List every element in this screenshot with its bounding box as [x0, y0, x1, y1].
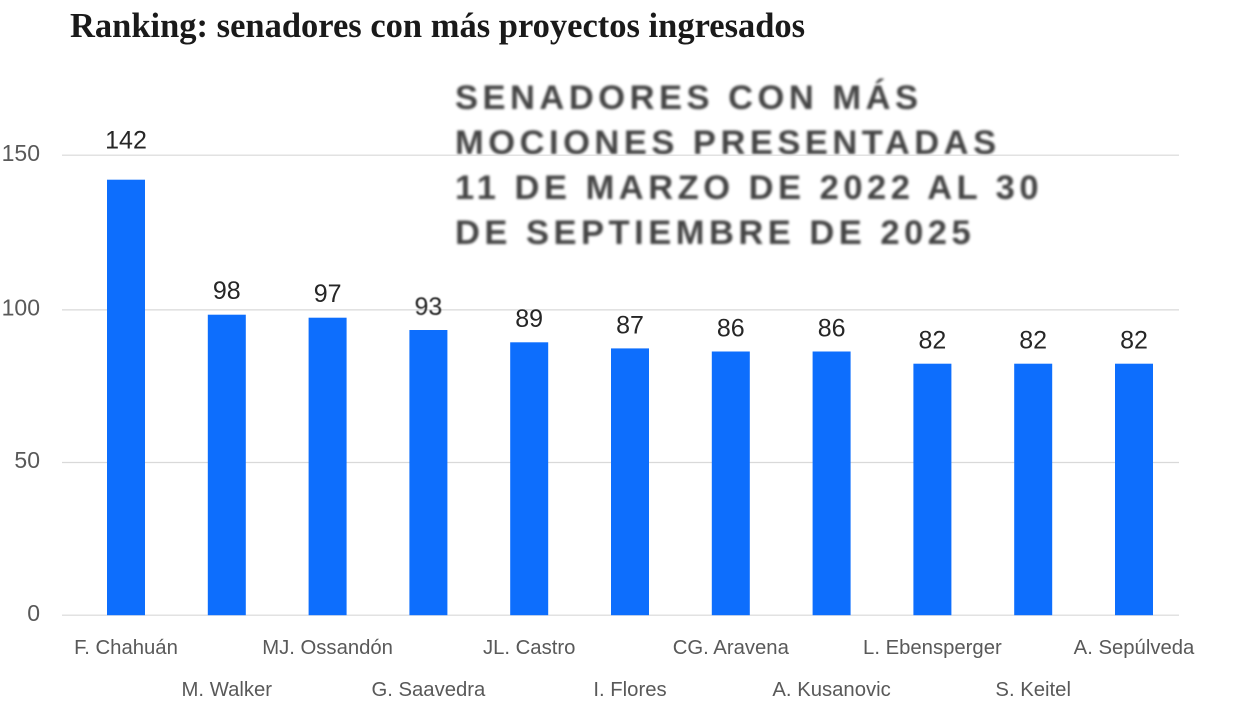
svg-text:142: 142 — [105, 127, 147, 155]
svg-text:150: 150 — [2, 140, 40, 166]
svg-text:82: 82 — [918, 327, 946, 355]
svg-text:MJ. Ossandón: MJ. Ossandón — [262, 637, 393, 659]
svg-text:100: 100 — [2, 295, 40, 321]
svg-text:0: 0 — [27, 600, 40, 626]
svg-text:82: 82 — [1019, 327, 1047, 355]
svg-text:S. Keitel: S. Keitel — [995, 679, 1071, 701]
svg-text:JL. Castro: JL. Castro — [483, 637, 575, 659]
svg-text:F. Chahuán: F. Chahuán — [74, 637, 178, 659]
svg-text:86: 86 — [818, 315, 846, 343]
svg-text:I. Flores: I. Flores — [593, 679, 666, 701]
svg-text:89: 89 — [515, 305, 543, 333]
svg-text:87: 87 — [616, 311, 644, 339]
svg-text:G. Saavedra: G. Saavedra — [371, 679, 486, 701]
svg-text:97: 97 — [314, 280, 342, 308]
svg-text:A. Sepúlveda: A. Sepúlveda — [1074, 637, 1195, 659]
svg-text:98: 98 — [213, 277, 241, 305]
svg-text:L. Ebensperger: L. Ebensperger — [863, 637, 1002, 659]
svg-text:CG. Aravena: CG. Aravena — [673, 637, 790, 659]
svg-text:82: 82 — [1120, 327, 1148, 355]
svg-text:A. Kusanovic: A. Kusanovic — [772, 679, 890, 701]
svg-text:86: 86 — [717, 315, 745, 343]
svg-text:50: 50 — [14, 447, 40, 473]
svg-text:93: 93 — [414, 293, 442, 321]
svg-text:M. Walker: M. Walker — [182, 679, 273, 701]
